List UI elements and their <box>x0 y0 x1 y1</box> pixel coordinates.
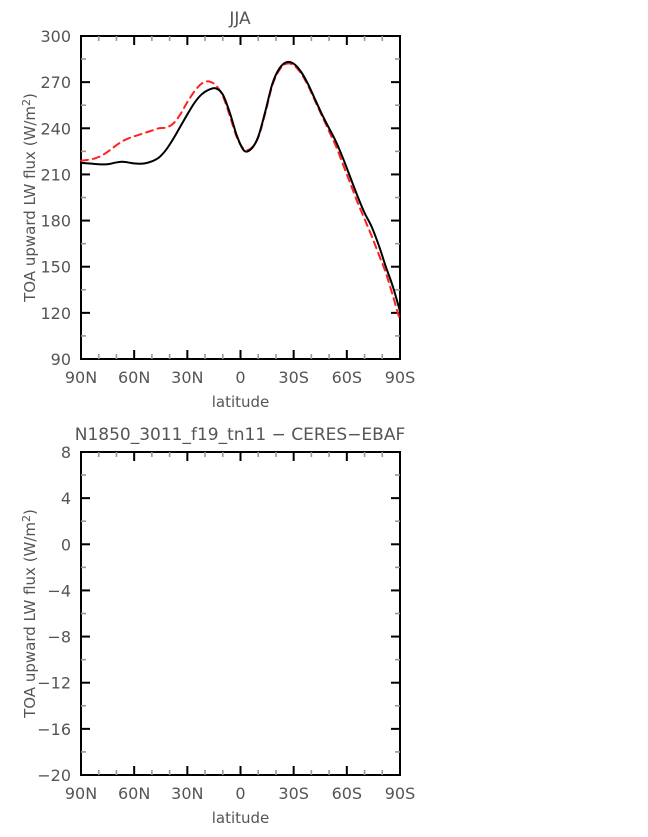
top-ytick-label: 180 <box>40 212 71 231</box>
top-xaxis-title: latitude <box>212 393 270 411</box>
top-xtick-label: 30N <box>171 368 203 387</box>
top-series-2 <box>80 60 401 313</box>
top-yaxis-title: TOA upward LW flux (W/m2) <box>20 93 39 303</box>
top-ytick-label: 270 <box>40 73 71 92</box>
top-ytick-label: 300 <box>40 27 71 46</box>
bottom-yaxis-title-text: TOA upward LW flux (W/m2) <box>20 509 39 719</box>
top-xtick-label: 60S <box>332 368 363 387</box>
top-ytick-label: 120 <box>40 304 71 323</box>
top-xtick-label: 60N <box>118 368 150 387</box>
bottom-xtick-label: 30S <box>278 784 309 803</box>
yaxis-title-main: TOA upward LW flux (W/m <box>21 106 39 303</box>
bottom-xaxis-title: latitude <box>212 809 270 827</box>
bottom-xtick-label: 0 <box>235 784 245 803</box>
top-panel-title: JJA <box>228 9 251 29</box>
bottom-ytick-label: −20 <box>37 766 71 785</box>
bottom-ytick-label: 4 <box>61 489 71 508</box>
top-ytick-label: 240 <box>40 119 71 138</box>
bottom-ytick-label: −12 <box>37 674 71 693</box>
bottom-xtick-label: 60N <box>118 784 150 803</box>
yaxis-title-tail: ) <box>21 93 39 99</box>
yaxis-title-tail: ) <box>21 509 39 515</box>
top-series-1 <box>80 62 401 322</box>
bottom-ytick-label: −4 <box>47 581 71 600</box>
bottom-xtick-label: 90N <box>65 784 97 803</box>
bottom-xtick-label: 30N <box>171 784 203 803</box>
bottom-xtick-label: 60S <box>332 784 363 803</box>
top-plot-frame <box>80 35 401 360</box>
bottom-xtick-label: 90S <box>385 784 416 803</box>
top-series-group <box>80 60 401 322</box>
bottom-ytick-label: −16 <box>37 720 71 739</box>
bottom-ytick-label: 0 <box>61 535 71 554</box>
bottom-yaxis-title: TOA upward LW flux (W/m2) <box>20 509 39 719</box>
bottom-ytick-label: −8 <box>47 628 71 647</box>
bottom-panel-title: N1850_3011_f19_tn11 − CERES−EBAF <box>75 425 406 445</box>
top-xtick-label: 30S <box>278 368 309 387</box>
top-ytick-label: 150 <box>40 258 71 277</box>
top-ytick-label: 90 <box>51 350 71 369</box>
bottom-axis-ticks <box>80 451 401 776</box>
bottom-plot-frame <box>80 451 401 776</box>
bottom-ytick-label: 8 <box>61 443 71 462</box>
yaxis-title-superscript: 2 <box>20 99 33 106</box>
yaxis-title-main: TOA upward LW flux (W/m <box>21 522 39 719</box>
top-yaxis-title-text: TOA upward LW flux (W/m2) <box>20 93 39 303</box>
top-xtick-label: 90S <box>385 368 416 387</box>
top-xtick-label: 90N <box>65 368 97 387</box>
top-axis-ticks <box>80 35 401 360</box>
top-xtick-label: 0 <box>235 368 245 387</box>
yaxis-title-superscript: 2 <box>20 515 33 522</box>
top-ytick-label: 210 <box>40 165 71 184</box>
